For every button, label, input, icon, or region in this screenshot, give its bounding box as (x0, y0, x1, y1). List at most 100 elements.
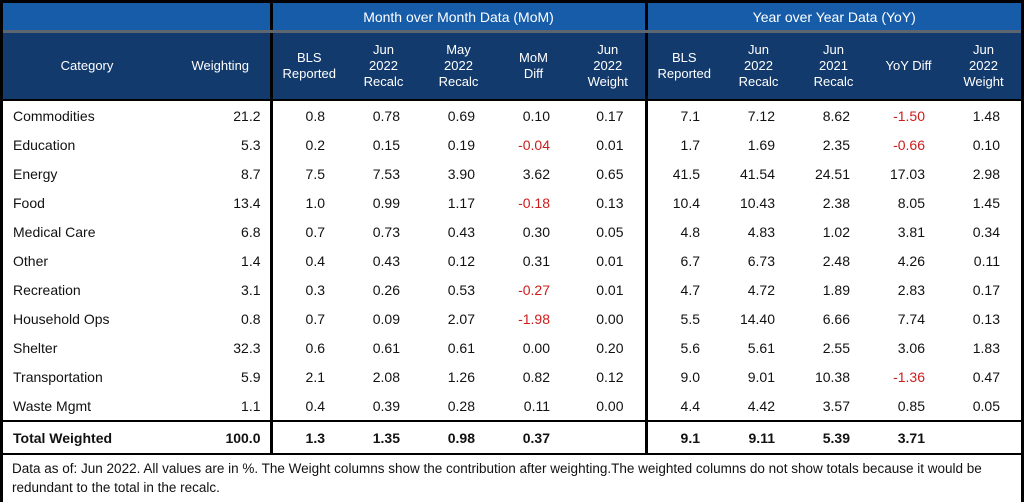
yoy-value-cell: 10.38 (796, 362, 871, 391)
mom-value-cell: 0.28 (421, 391, 496, 421)
yoy-value-cell (946, 420, 1021, 455)
mom-value-cell: 0.6 (269, 333, 346, 362)
weighting-cell: 32.3 (171, 333, 271, 362)
yoy-value-cell: 9.0 (644, 362, 721, 391)
category-cell: Transportation (3, 362, 171, 391)
mom-value-cell: 0.12 (571, 362, 646, 391)
col-header-yoy-diff: YoY Diff (871, 31, 946, 101)
yoy-value-cell: 2.83 (871, 275, 946, 304)
yoy-value-cell: -1.36 (871, 362, 946, 391)
mom-value-cell: 0.15 (346, 130, 421, 159)
category-cell: Household Ops (3, 304, 171, 333)
yoy-value-cell: 5.6 (644, 333, 721, 362)
yoy-value-cell: 7.12 (721, 100, 796, 130)
yoy-value-cell: 0.85 (871, 391, 946, 421)
yoy-value-cell: 3.57 (796, 391, 871, 421)
mom-value-cell: 0.78 (346, 100, 421, 130)
mom-value-cell: 2.1 (269, 362, 346, 391)
mom-value-cell: 0.09 (346, 304, 421, 333)
yoy-value-cell: 5.61 (721, 333, 796, 362)
table-row: Medical Care 6.8 0.7 0.73 0.43 0.30 0.05 4.8 4.8… (3, 217, 1021, 246)
col-header-yoy-jun2021-recalc: Jun 2021 Recalc (796, 31, 871, 101)
mom-value-cell: 0.19 (421, 130, 496, 159)
column-header-row: Category Weighting BLS Reported Jun 2022… (3, 31, 1021, 101)
mom-value-cell: 1.17 (421, 188, 496, 217)
mom-value-cell: 0.00 (571, 391, 646, 421)
group-title-row: Month over Month Data (MoM) Year over Ye… (3, 3, 1021, 33)
col-header-yoy-bls-reported: BLS Reported (644, 31, 721, 101)
mom-value-cell: 0.43 (346, 246, 421, 275)
weighting-cell: 5.9 (171, 362, 271, 391)
mom-value-cell: 3.90 (421, 159, 496, 188)
yoy-value-cell: 0.13 (946, 304, 1021, 333)
weighting-cell: 5.3 (171, 130, 271, 159)
yoy-value-cell: 2.38 (796, 188, 871, 217)
yoy-value-cell: 0.05 (946, 391, 1021, 421)
category-cell: Medical Care (3, 217, 171, 246)
mom-value-cell: 0.61 (346, 333, 421, 362)
mom-value-cell: 0.53 (421, 275, 496, 304)
col-header-mom-diff: MoM Diff (496, 31, 571, 101)
yoy-value-cell: -1.50 (871, 100, 946, 130)
table-row: Household Ops 0.8 0.7 0.09 2.07 -1.98 0.00 5.5 1… (3, 304, 1021, 333)
yoy-group-title: Year over Year Data (YoY) (644, 3, 1021, 33)
yoy-value-cell: 9.1 (644, 420, 721, 455)
yoy-value-cell: 0.10 (946, 130, 1021, 159)
category-cell: Education (3, 130, 171, 159)
table-row: Other 1.4 0.4 0.43 0.12 0.31 0.01 6.7 6.73 2.48 4.… (3, 246, 1021, 275)
mom-value-cell: 0.39 (346, 391, 421, 421)
yoy-value-cell: 4.4 (644, 391, 721, 421)
weighting-cell: 21.2 (171, 100, 271, 130)
mom-value-cell: 0.73 (346, 217, 421, 246)
yoy-value-cell: 17.03 (871, 159, 946, 188)
mom-value-cell: 3.62 (496, 159, 571, 188)
yoy-value-cell: 9.01 (721, 362, 796, 391)
mom-value-cell: 0.31 (496, 246, 571, 275)
mom-value-cell: 0.01 (571, 275, 646, 304)
mom-value-cell: 0.69 (421, 100, 496, 130)
category-cell: Energy (3, 159, 171, 188)
weighting-cell: 3.1 (171, 275, 271, 304)
mom-value-cell: 0.65 (571, 159, 646, 188)
mom-value-cell: 0.17 (571, 100, 646, 130)
table-row: Food 13.4 1.0 0.99 1.17 -0.18 0.13 10.4 10.43 2.3… (3, 188, 1021, 217)
mom-value-cell: 1.3 (269, 420, 346, 455)
cpi-data-table: Month over Month Data (MoM) Year over Ye… (3, 3, 1021, 455)
table-row: Education 5.3 0.2 0.15 0.19 -0.04 0.01 1.7 1.69 2… (3, 130, 1021, 159)
table-footnote: Data as of: Jun 2022. All values are in … (3, 455, 1021, 502)
yoy-value-cell: 1.69 (721, 130, 796, 159)
yoy-value-cell: 1.45 (946, 188, 1021, 217)
category-cell: Food (3, 188, 171, 217)
mom-value-cell: 7.5 (269, 159, 346, 188)
mom-value-cell: 0.12 (421, 246, 496, 275)
mom-value-cell: -0.04 (496, 130, 571, 159)
yoy-value-cell: 4.7 (644, 275, 721, 304)
col-header-weighting: Weighting (171, 31, 271, 101)
mom-value-cell: 0.11 (496, 391, 571, 421)
yoy-value-cell: 4.26 (871, 246, 946, 275)
mom-value-cell: 0.4 (269, 391, 346, 421)
mom-value-cell: 0.8 (269, 100, 346, 130)
col-header-mom-may2022-recalc: May 2022 Recalc (421, 31, 496, 101)
mom-value-cell: 2.08 (346, 362, 421, 391)
mom-value-cell (571, 420, 646, 455)
yoy-value-cell: 8.05 (871, 188, 946, 217)
yoy-value-cell: 41.54 (721, 159, 796, 188)
mom-value-cell: 0.7 (269, 304, 346, 333)
total-row: Total Weighted 100.0 1.3 1.35 0.98 0.37 9.1 9.1… (3, 420, 1021, 455)
weighting-cell: 1.1 (171, 391, 271, 421)
yoy-value-cell: 5.39 (796, 420, 871, 455)
yoy-value-cell: 2.35 (796, 130, 871, 159)
table-row: Commodities 21.2 0.8 0.78 0.69 0.10 0.17 7.1 7.1… (3, 100, 1021, 130)
yoy-value-cell: 41.5 (644, 159, 721, 188)
mom-value-cell: 0.37 (496, 420, 571, 455)
col-header-mom-jun2022-recalc: Jun 2022 Recalc (346, 31, 421, 101)
yoy-value-cell: 1.83 (946, 333, 1021, 362)
mom-value-cell: 0.98 (421, 420, 496, 455)
yoy-value-cell: 1.7 (644, 130, 721, 159)
table-row: Transportation 5.9 2.1 2.08 1.26 0.82 0.12 9.0 9… (3, 362, 1021, 391)
yoy-value-cell: 1.89 (796, 275, 871, 304)
yoy-value-cell: 7.74 (871, 304, 946, 333)
yoy-value-cell: 2.98 (946, 159, 1021, 188)
